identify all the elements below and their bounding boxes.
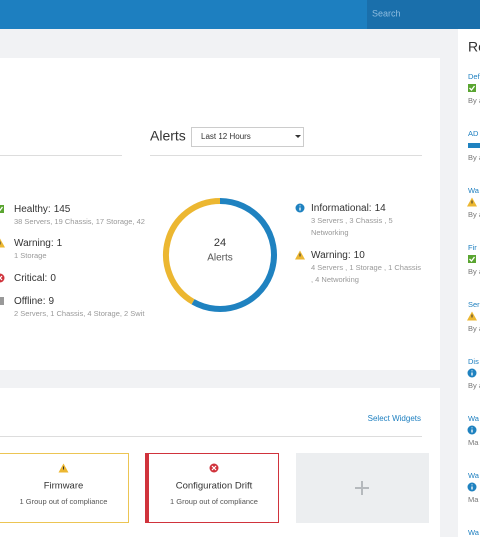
status-count: 1 <box>57 238 63 249</box>
check <box>0 206 4 212</box>
sidebar-item-sub: By a <box>468 96 480 105</box>
segment-detail: 4 Servers , 1 Storage , 1 Chassis <box>311 263 421 272</box>
status-count: 145 <box>54 204 71 215</box>
segment-detail: , 4 Networking <box>311 275 359 284</box>
donut-segment <box>191 198 277 312</box>
x-mark <box>211 465 217 471</box>
alerts-card <box>0 58 440 370</box>
status-detail: 2 Servers, 1 Chassis, 4 Storage, 2 Swit <box>14 309 145 318</box>
widget-accent <box>145 453 149 523</box>
sidebar-item-sub: By a <box>468 153 480 162</box>
status-count: 9 <box>49 296 55 307</box>
status-name: Healthy: <box>14 204 51 215</box>
status-count: 0 <box>50 273 56 284</box>
sidebar-item-title: Ser <box>468 300 480 309</box>
offline-icon <box>0 297 4 305</box>
search-box[interactable] <box>367 0 480 29</box>
segment-count: 10 <box>354 250 366 261</box>
status-label: Offline: 9 <box>14 296 55 307</box>
alerts-title: Alerts <box>150 128 186 144</box>
status-detail: 1 Storage <box>14 251 47 260</box>
status-label: Warning: 1 <box>14 238 63 249</box>
sidebar-item-sub: Ma <box>468 438 479 447</box>
warning-icon <box>0 238 5 248</box>
sidebar-item-sub: By a <box>468 324 480 333</box>
widget-subtitle: 1 Group out of compliance <box>20 497 108 506</box>
healthy-icon <box>468 255 476 263</box>
status-detail: 38 Servers, 19 Chassis, 17 Storage, 42 <box>14 217 145 226</box>
sidebar-item-sub: By a <box>468 381 480 390</box>
segment-label: Informational: 14 <box>311 203 386 214</box>
status-name: Warning: <box>14 238 54 249</box>
range-select-text: Last 12 Hours <box>201 132 251 141</box>
select-caret <box>295 135 301 138</box>
sidebar-item-title: Dis <box>468 357 479 366</box>
sidebar-item-title: Wa <box>468 414 480 423</box>
status-name: Offline: <box>14 296 46 307</box>
critical-icon <box>0 273 5 283</box>
widget-title: Firmware <box>44 481 84 492</box>
status-name: Critical: <box>14 273 47 284</box>
x-mark <box>0 275 3 281</box>
widget-subtitle: 1 Group out of compliance <box>170 497 258 506</box>
range-select[interactable] <box>191 127 304 147</box>
sidebar-item-title: Wa <box>468 528 480 537</box>
sidebar-item-title: Fir <box>468 243 477 252</box>
segment-detail: 3 Servers , 3 Chassis , 5 <box>311 216 393 225</box>
select-widgets[interactable]: Select Widgets <box>368 414 421 423</box>
plus-icon <box>355 481 369 495</box>
segment-name: Warning: <box>311 250 351 261</box>
search-placeholder: Search <box>372 8 401 18</box>
widget-title: Configuration Drift <box>176 481 253 492</box>
sidebar-item-sub: By a <box>468 210 480 219</box>
sidebar <box>458 29 480 537</box>
sidebar-item-title: AD <box>468 129 479 138</box>
segment-name: Informational: <box>311 203 372 214</box>
segment-label: Warning: 10 <box>311 250 365 261</box>
check <box>469 85 476 91</box>
segment-count: 14 <box>375 203 387 214</box>
sidebar-item-sub: By a <box>468 267 480 276</box>
status-label: Healthy: 145 <box>14 204 71 215</box>
status-label: Critical: 0 <box>14 273 56 284</box>
segment-detail: Networking <box>311 228 349 237</box>
sidebar-item-title: Wa <box>468 186 480 195</box>
sidebar-item-sub: Ma <box>468 495 479 504</box>
check <box>469 256 476 262</box>
donut-segment <box>163 198 221 305</box>
healthy-icon <box>0 205 4 213</box>
progress-bar <box>468 143 480 148</box>
sidebar-title: Re <box>468 39 480 55</box>
healthy-icon <box>468 84 476 92</box>
sidebar-item-title: Wa <box>468 471 480 480</box>
donut-center-label: Alerts <box>207 253 233 264</box>
sidebar-item-title: Def <box>468 72 480 81</box>
donut-total: 24 <box>214 237 226 249</box>
